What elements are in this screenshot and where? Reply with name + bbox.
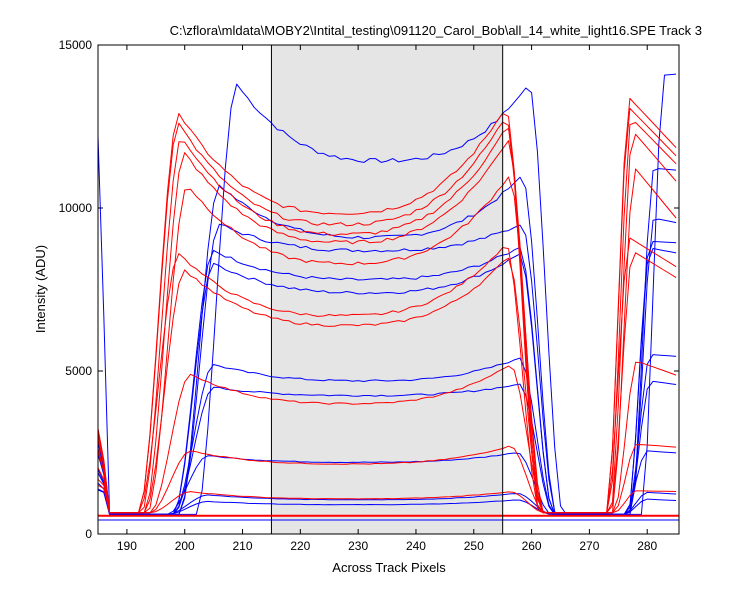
y-tick-label: 10000 — [59, 201, 93, 215]
chart-title: C:\zflora\mldata\MOBY2\Intital_testing\0… — [170, 23, 702, 38]
axes-box — [97, 44, 680, 535]
x-tick-label: 250 — [464, 539, 484, 553]
y-tick-label: 0 — [85, 527, 92, 541]
y-tick-label: 15000 — [59, 38, 93, 52]
x-tick-label: 270 — [579, 539, 599, 553]
x-tick-label: 220 — [290, 539, 310, 553]
y-tick-label: 5000 — [65, 364, 92, 378]
y-axis-title: Intensity (ADU) — [33, 245, 48, 333]
x-axis-title: Across Track Pixels — [332, 560, 446, 575]
x-tick-label: 200 — [175, 539, 195, 553]
red-series-line-10 — [98, 484, 677, 514]
x-tick-label: 190 — [117, 539, 137, 553]
x-tick-label: 240 — [406, 539, 426, 553]
x-tick-label: 230 — [348, 539, 368, 553]
x-tick-label: 210 — [233, 539, 253, 553]
x-tick-label: 260 — [522, 539, 542, 553]
x-tick-label: 280 — [637, 539, 657, 553]
blue-series-line-10 — [98, 489, 677, 515]
